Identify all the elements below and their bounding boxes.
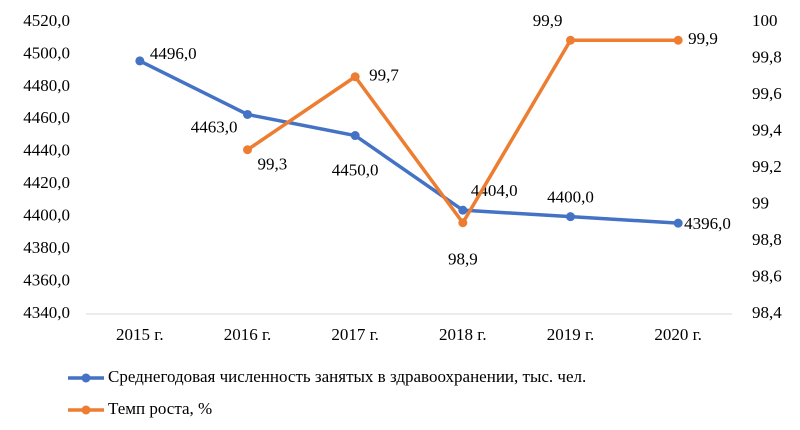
legend-marker (81, 405, 91, 415)
x-tick-label: 2020 г. (654, 325, 702, 344)
data-label: 4404,0 (471, 181, 518, 200)
series-line (139, 59, 679, 225)
x-tick-label: 2017 г. (331, 325, 379, 344)
data-label: 4496,0 (150, 44, 197, 63)
y-tick-label: 4380,0 (23, 238, 70, 257)
point (135, 56, 145, 66)
y-tick-label: 4460,0 (23, 108, 70, 127)
y2-tick-label: 99,4 (752, 120, 782, 139)
point (243, 109, 252, 119)
x-tick-label: 2015 г. (116, 325, 164, 344)
y2-tick-label: 99,2 (752, 157, 782, 176)
y-tick-label: 4480,0 (23, 76, 70, 95)
data-label: 99,9 (688, 29, 718, 48)
x-tick-label: 2018 г. (439, 325, 487, 344)
y-tick-label: 4520,0 (23, 11, 70, 30)
point (350, 131, 360, 141)
point (673, 218, 683, 228)
point (243, 145, 252, 155)
point (566, 212, 575, 222)
y2-tick-label: 99 (752, 193, 769, 212)
data-label: 99,3 (258, 155, 288, 174)
y-tick-label: 4400,0 (23, 206, 70, 225)
data-label: 98,9 (448, 250, 478, 269)
point (350, 72, 360, 82)
y-tick-label: 4340,0 (23, 303, 70, 322)
legend-marker (81, 373, 91, 383)
legend-label: Среднегодовая численность занятых в здра… (108, 367, 586, 386)
x-tick-label: 2016 г. (224, 325, 272, 344)
y-tick-label: 4360,0 (23, 270, 70, 289)
y2-tick-label: 99,8 (752, 47, 782, 66)
y-tick-label: 4500,0 (23, 43, 70, 62)
y-tick-label: 4440,0 (23, 141, 70, 160)
data-label: 99,7 (369, 66, 399, 85)
y2-tick-label: 98,4 (752, 303, 782, 322)
data-label: 4396,0 (684, 214, 731, 233)
series-line (246, 38, 679, 225)
y2-tick-label: 100 (752, 11, 778, 30)
x-tick-label: 2019 г. (547, 325, 595, 344)
data-label: 4450,0 (332, 160, 379, 179)
data-label: 4400,0 (547, 188, 594, 207)
point (566, 35, 575, 45)
data-label: 4463,0 (191, 117, 238, 136)
point (458, 218, 468, 228)
y2-tick-label: 98,6 (752, 266, 782, 285)
point (458, 205, 468, 215)
data-label: 99,9 (533, 11, 563, 30)
y2-tick-label: 99,6 (752, 84, 782, 103)
y-tick-label: 4420,0 (23, 173, 70, 192)
point (673, 35, 683, 45)
y2-tick-label: 98,8 (752, 230, 782, 249)
legend-label: Темп роста, % (108, 399, 212, 418)
